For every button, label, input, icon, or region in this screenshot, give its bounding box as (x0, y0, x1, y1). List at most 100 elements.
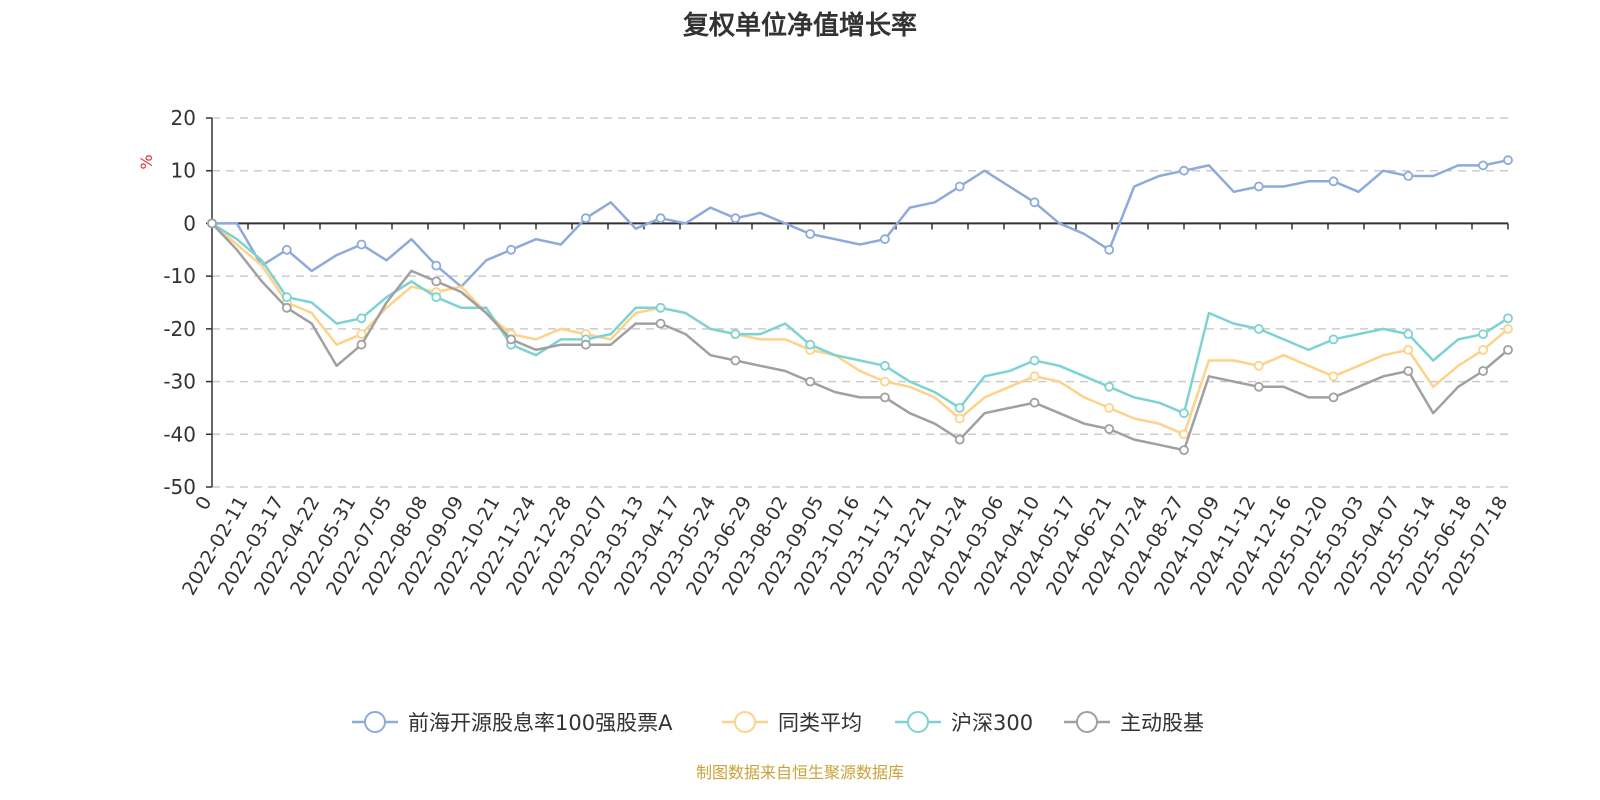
y-tick-label-7: -50 (163, 475, 196, 499)
legend-item-2[interactable]: 沪深300 (895, 711, 1033, 735)
series-0-point-52 (1503, 155, 1513, 166)
legend-marker-1 (734, 711, 756, 733)
series-3-point-24 (805, 376, 816, 387)
series-3-point-18 (655, 318, 666, 329)
series-1-point-48 (1403, 344, 1414, 355)
series-1-point-6 (356, 329, 367, 340)
legend-marker-3 (1076, 711, 1098, 733)
series-3-point-0 (207, 218, 217, 229)
series-0-point-45 (1328, 176, 1339, 187)
series-0-point-27 (880, 234, 890, 245)
series-2-point-27 (880, 360, 890, 371)
series-0-point-48 (1403, 171, 1414, 181)
y-tick-label-0: 20 (171, 106, 196, 130)
series-3-point-12 (506, 334, 517, 345)
series-1-point-33 (1029, 371, 1040, 382)
series-line-0 (212, 158, 1509, 288)
series-2-point-24 (805, 339, 816, 350)
y-tick-labels: 20 10 0 -10 -20 -30 -40 -50 (163, 106, 196, 499)
series-2-point-9 (431, 292, 442, 303)
series-line-1 (211, 222, 1509, 436)
series-3-point-42 (1253, 381, 1264, 392)
series-3-point-51 (1478, 366, 1488, 376)
series-1-point-27 (880, 376, 890, 387)
series-1-point-51 (1478, 344, 1488, 355)
series-2-point-6 (356, 313, 367, 324)
legend-label-3: 主动股基 (1120, 711, 1204, 735)
series-0-point-15 (580, 213, 591, 224)
y-tick-label-1: 10 (171, 159, 196, 183)
series-2-point-30 (954, 402, 965, 413)
y-tick-label-5: -30 (163, 370, 196, 394)
chart-title: 复权单位净值增长率 (683, 10, 917, 41)
series-3-point-6 (356, 339, 367, 350)
series-2-point-18 (655, 302, 666, 313)
series-3 (207, 218, 1513, 456)
series-3-point-27 (880, 392, 890, 403)
legend-item-3[interactable]: 主动股基 (1064, 711, 1204, 735)
series-1-point-45 (1328, 371, 1339, 382)
series-3-point-45 (1328, 392, 1339, 403)
series-1-point-42 (1253, 360, 1264, 371)
series-3-point-21 (730, 355, 741, 366)
x-tick-label-0: 0 (191, 493, 216, 514)
legend-item-0[interactable]: 前海开源股息率100强股票A (352, 711, 673, 735)
series-3-point-48 (1403, 366, 1414, 376)
series-3-point-15 (580, 339, 591, 350)
series-0-point-24 (805, 229, 816, 239)
legend-label-1: 同类平均 (778, 711, 862, 735)
series-2-point-51 (1478, 329, 1488, 340)
series-3-point-30 (954, 434, 965, 445)
series-3-point-36 (1104, 424, 1115, 434)
series-line-2 (211, 222, 1509, 415)
series-2-point-36 (1104, 381, 1115, 392)
legend-marker-0 (364, 711, 386, 733)
series-3-point-33 (1029, 397, 1040, 408)
series-2 (207, 218, 1513, 419)
legend[interactable]: 前海开源股息率100强股票A 同类平均 沪深300 主动股基 (352, 711, 1204, 735)
series-1-point-30 (954, 413, 965, 424)
y-axis-unit: % (137, 154, 156, 169)
series-0-point-9 (431, 260, 442, 271)
series-0-point-6 (356, 239, 367, 250)
axes (206, 117, 1509, 488)
series-3-point-3 (281, 302, 292, 313)
series-2-point-42 (1253, 323, 1264, 334)
series-2-point-33 (1029, 355, 1040, 366)
series-0-point-51 (1478, 160, 1488, 171)
gridlines (212, 117, 1508, 488)
series-1-point-52 (1503, 323, 1513, 334)
series-0 (207, 155, 1513, 288)
series-2-point-3 (281, 292, 292, 303)
x-tick-labels: 02022-02-112022-03-172022-04-222022-05-3… (178, 493, 1512, 600)
legend-label-0: 前海开源股息率100强股票A (408, 711, 673, 735)
legend-label-2: 沪深300 (951, 711, 1033, 735)
series-1-point-36 (1104, 402, 1115, 413)
legend-marker-2 (907, 711, 929, 733)
series-2-point-45 (1328, 334, 1339, 345)
series-0-point-33 (1029, 197, 1040, 208)
y-tick-label-4: -20 (163, 317, 196, 341)
series-0-point-39 (1179, 165, 1189, 176)
series-0-point-21 (730, 213, 741, 224)
series-2-point-39 (1179, 408, 1189, 419)
series-0-point-3 (281, 244, 292, 255)
series-lines (207, 155, 1513, 456)
y-tick-label-6: -40 (163, 422, 196, 446)
data-source-note: 制图数据来自恒生聚源数据库 (696, 763, 904, 782)
series-3-point-52 (1503, 344, 1513, 355)
series-0-point-12 (506, 244, 517, 255)
legend-item-1[interactable]: 同类平均 (722, 711, 862, 735)
series-1-point-39 (1179, 429, 1189, 440)
series-3-point-9 (431, 276, 442, 287)
series-0-point-36 (1104, 244, 1115, 255)
series-0-point-30 (954, 181, 965, 192)
series-2-point-52 (1503, 313, 1513, 324)
series-line-3 (211, 222, 1509, 452)
series-2-point-48 (1403, 329, 1414, 340)
series-0-point-42 (1253, 181, 1264, 192)
series-3-point-39 (1179, 445, 1189, 456)
series-2-point-21 (730, 329, 741, 340)
